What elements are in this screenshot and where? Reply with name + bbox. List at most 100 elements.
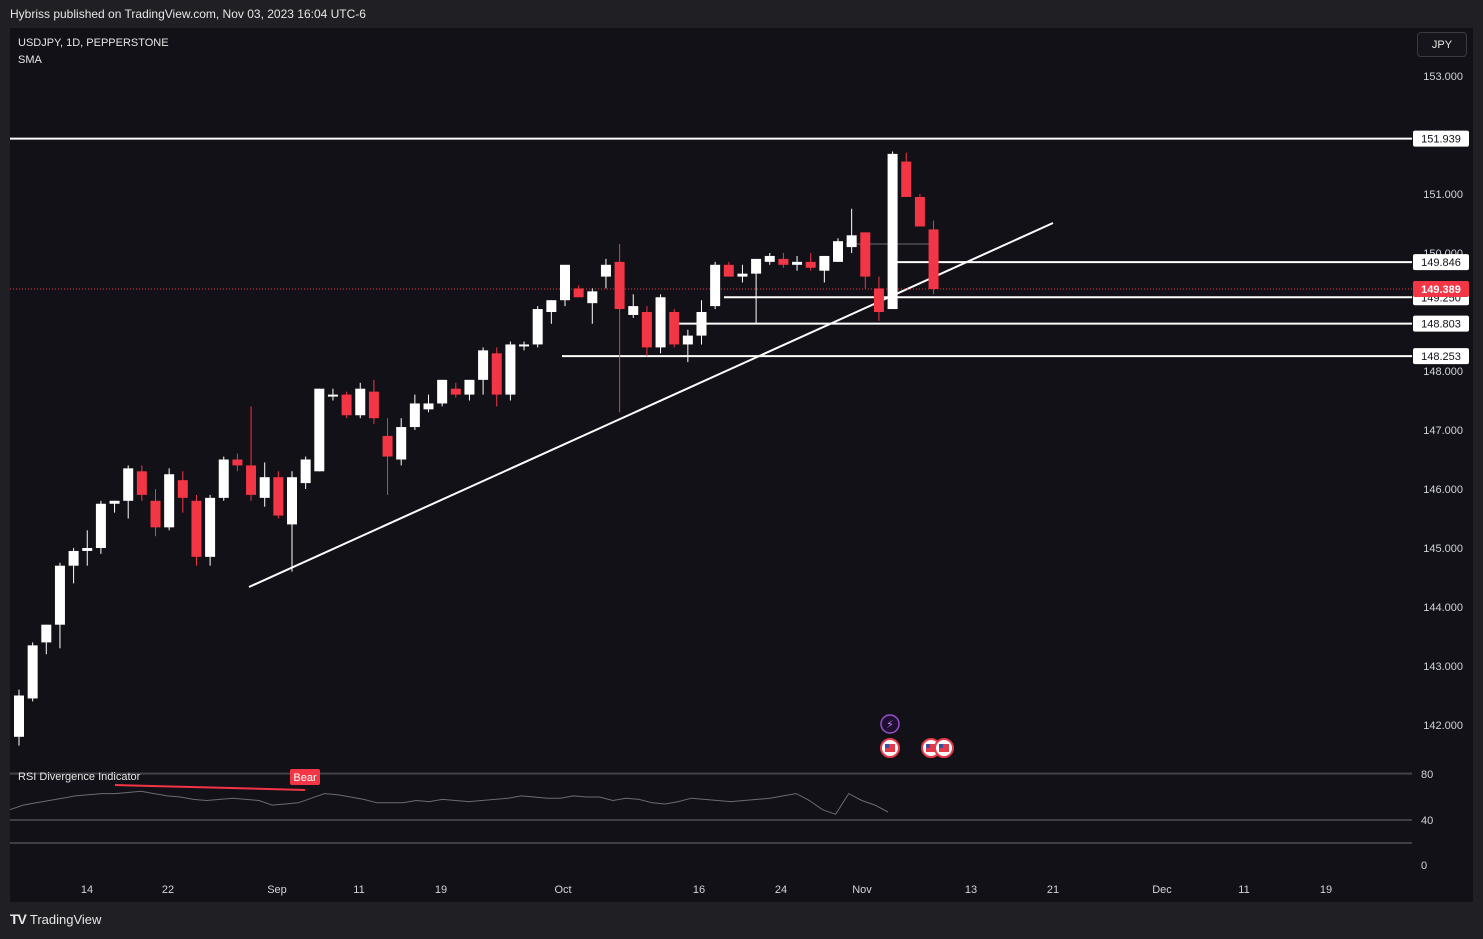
candle-body[interactable] bbox=[600, 264, 611, 277]
candle-body[interactable] bbox=[136, 471, 147, 495]
time-tick-label: 11 bbox=[353, 884, 364, 896]
candle-body[interactable] bbox=[123, 468, 134, 501]
candle-body[interactable] bbox=[177, 480, 188, 498]
bear-signal-badge[interactable] bbox=[290, 769, 320, 785]
candle-body[interactable] bbox=[14, 695, 24, 737]
candle-body[interactable] bbox=[314, 388, 325, 472]
candle-body[interactable] bbox=[833, 241, 843, 262]
candle-body[interactable] bbox=[587, 291, 598, 304]
time-tick-label: Nov bbox=[852, 884, 872, 896]
candle-body[interactable] bbox=[491, 353, 502, 395]
candle-body[interactable] bbox=[300, 459, 311, 484]
candle-body[interactable] bbox=[669, 312, 680, 345]
rsi-title[interactable]: RSI Divergence Indicator bbox=[18, 771, 141, 783]
candle-body[interactable] bbox=[710, 264, 721, 307]
candle-body[interactable] bbox=[287, 477, 297, 525]
candle-body[interactable] bbox=[764, 255, 775, 262]
rsi-level-label: 80 bbox=[1421, 769, 1433, 781]
candle-body[interactable] bbox=[505, 344, 516, 395]
candle-body[interactable] bbox=[396, 427, 407, 460]
candle-body[interactable] bbox=[805, 261, 816, 268]
candle-body[interactable] bbox=[109, 500, 120, 504]
candle-body[interactable] bbox=[341, 394, 352, 416]
price-tick-label: 148.000 bbox=[1423, 366, 1463, 378]
tradingview-logo-icon: TV bbox=[10, 911, 27, 927]
candle-body[interactable] bbox=[478, 350, 489, 380]
trendline[interactable] bbox=[248, 222, 1054, 588]
candle-body[interactable] bbox=[641, 312, 652, 348]
level-price-tag bbox=[1413, 130, 1469, 147]
candle-body[interactable] bbox=[246, 465, 257, 495]
candle-body[interactable] bbox=[546, 300, 557, 312]
time-tick-label: 22 bbox=[162, 884, 174, 896]
candle-body[interactable] bbox=[218, 459, 229, 498]
lightning-event-icon[interactable] bbox=[880, 714, 900, 734]
price-tick-label: 142.000 bbox=[1423, 720, 1463, 732]
candle-body[interactable] bbox=[355, 388, 366, 416]
candle-body[interactable] bbox=[27, 645, 38, 699]
bear-signal-label: Bear bbox=[293, 772, 317, 784]
candle-body[interactable] bbox=[82, 548, 93, 551]
candle-body[interactable] bbox=[737, 273, 748, 277]
candle-body[interactable] bbox=[273, 477, 284, 516]
candle-body[interactable] bbox=[259, 477, 270, 498]
time-tick-label: 16 bbox=[693, 884, 705, 896]
candle-body[interactable] bbox=[655, 297, 666, 348]
candle-body[interactable] bbox=[860, 232, 871, 277]
candle-body[interactable] bbox=[901, 161, 912, 197]
candle-body[interactable] bbox=[423, 403, 434, 410]
candle-body[interactable] bbox=[68, 550, 79, 566]
candle-body[interactable] bbox=[519, 344, 530, 347]
candle-body[interactable] bbox=[232, 459, 243, 466]
level-price-tag-label: 151.939 bbox=[1421, 134, 1461, 146]
candle-body[interactable] bbox=[437, 379, 448, 404]
candle-body[interactable] bbox=[573, 288, 584, 298]
bear-divergence-line[interactable] bbox=[114, 784, 306, 791]
candle-body[interactable] bbox=[464, 379, 475, 395]
candle-body[interactable] bbox=[928, 229, 939, 289]
candle-body[interactable] bbox=[628, 306, 639, 315]
candle-body[interactable] bbox=[682, 335, 693, 345]
candle-body[interactable] bbox=[409, 403, 420, 428]
footer-bar bbox=[0, 902, 1483, 939]
candle-body[interactable] bbox=[696, 312, 707, 336]
candle-body[interactable] bbox=[873, 288, 884, 312]
candle-body[interactable] bbox=[560, 264, 570, 301]
candle-body[interactable] bbox=[41, 624, 52, 643]
attribution-bar: Hybriss published on TradingView.com, No… bbox=[0, 0, 1483, 28]
candle-body[interactable] bbox=[205, 497, 216, 557]
candle-body[interactable] bbox=[614, 261, 625, 310]
candle-body[interactable] bbox=[327, 394, 338, 397]
candle-body[interactable] bbox=[792, 261, 803, 265]
candle-body[interactable] bbox=[532, 309, 543, 345]
candle-body[interactable] bbox=[723, 264, 734, 277]
candle-body[interactable] bbox=[150, 500, 161, 528]
candle-body[interactable] bbox=[887, 153, 898, 310]
price-tick-label: 151.000 bbox=[1423, 189, 1463, 201]
price-tick-label: 145.000 bbox=[1423, 543, 1463, 555]
candle-body[interactable] bbox=[382, 435, 393, 457]
candle-body[interactable] bbox=[819, 255, 830, 271]
candle-body[interactable] bbox=[164, 474, 175, 528]
time-tick-label: 11 bbox=[1238, 884, 1249, 896]
currency-button[interactable]: JPY bbox=[1417, 32, 1467, 57]
candle-body[interactable] bbox=[914, 196, 925, 227]
candle-body[interactable] bbox=[751, 258, 762, 274]
symbol-label[interactable]: USDJPY, 1D, PEPPERSTONE bbox=[18, 37, 169, 49]
candle-body[interactable] bbox=[95, 503, 106, 548]
candle-body[interactable] bbox=[191, 500, 202, 557]
us-flag-canton bbox=[939, 744, 943, 748]
indicator-label[interactable]: SMA bbox=[18, 54, 42, 66]
price-tick-label: 144.000 bbox=[1423, 602, 1463, 614]
candle-body[interactable] bbox=[778, 258, 789, 265]
candle-body[interactable] bbox=[450, 388, 461, 395]
price-tick-label: 143.000 bbox=[1423, 661, 1463, 673]
chart-area[interactable] bbox=[10, 28, 1473, 902]
level-price-tag-label: 149.846 bbox=[1421, 257, 1461, 269]
candle-body[interactable] bbox=[368, 391, 379, 419]
candle-body[interactable] bbox=[846, 235, 857, 248]
brand-label: TradingView bbox=[29, 911, 102, 927]
candle-body[interactable] bbox=[54, 565, 65, 625]
tradingview-logo[interactable]: TV TradingView bbox=[10, 911, 101, 927]
